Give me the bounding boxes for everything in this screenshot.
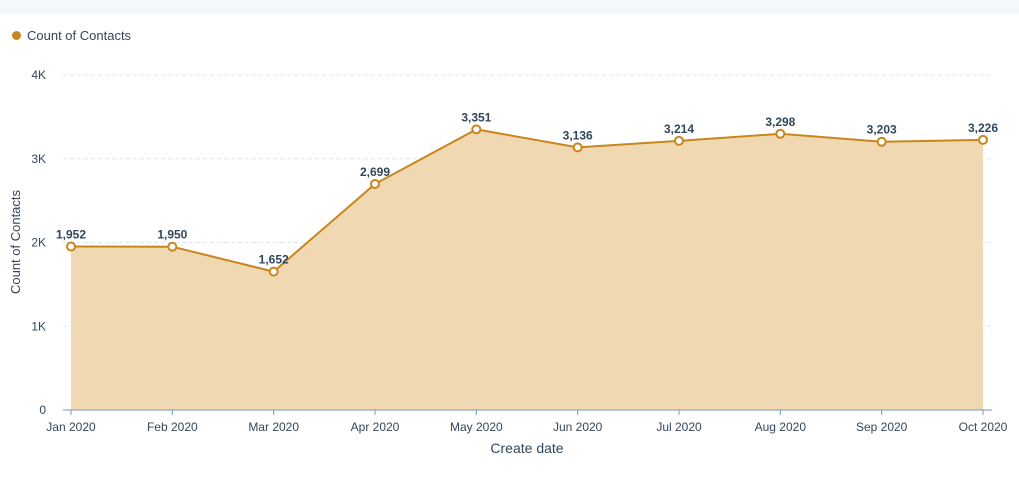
y-tick-label: 1K [31, 319, 46, 333]
x-tick-label: Mar 2020 [248, 420, 299, 434]
x-tick-label: Jul 2020 [656, 420, 702, 434]
x-tick-label: Feb 2020 [147, 420, 198, 434]
data-label: 1,952 [56, 228, 86, 242]
x-tick-label: Aug 2020 [755, 420, 807, 434]
x-tick-label: Jan 2020 [46, 420, 96, 434]
data-label: 1,950 [157, 228, 187, 242]
y-axis-ticks: 0 1K 2K 3K 4K [31, 68, 46, 417]
chart-legend[interactable]: Count of Contacts [12, 28, 131, 43]
data-point[interactable] [978, 134, 988, 145]
y-tick-label: 3K [31, 152, 46, 166]
data-label: 1,652 [259, 253, 289, 267]
data-label: 3,351 [461, 110, 491, 124]
data-point[interactable] [674, 135, 684, 146]
data-point[interactable] [572, 142, 583, 153]
top-strip [0, 0, 1019, 14]
data-label: 3,203 [867, 123, 897, 137]
x-tick-label: Sep 2020 [856, 420, 908, 434]
data-point[interactable] [167, 241, 178, 252]
y-tick-label: 0 [39, 403, 46, 417]
data-labels: 1,952 1,950 1,652 2,699 3,351 3,136 3,214 3,298… [56, 110, 998, 266]
data-point[interactable] [876, 136, 887, 147]
data-point[interactable] [268, 266, 279, 277]
y-axis-title: Count of Contacts [8, 189, 23, 294]
data-label: 2,699 [360, 165, 390, 179]
data-label: 3,214 [664, 122, 694, 136]
data-label: 3,136 [563, 128, 593, 142]
legend-label: Count of Contacts [27, 28, 132, 43]
x-axis-title: Create date [490, 440, 563, 456]
y-tick-label: 4K [31, 68, 46, 82]
x-tick-label: May 2020 [450, 420, 503, 434]
data-points [66, 124, 988, 277]
x-tick-label: Jun 2020 [553, 420, 603, 434]
series-line [70, 128, 984, 273]
data-label: 3,298 [765, 115, 795, 129]
y-tick-label: 2K [31, 236, 46, 250]
data-point[interactable] [471, 124, 482, 135]
x-axis-ticks: Jan 2020 Feb 2020 Mar 2020 Apr 2020 May 2020… [46, 410, 1008, 434]
area-fill [71, 129, 983, 410]
data-point[interactable] [370, 178, 380, 189]
data-label: 3,226 [968, 121, 998, 135]
x-tick-label: Oct 2020 [959, 420, 1008, 434]
x-tick-label: Apr 2020 [351, 420, 400, 434]
legend-marker [12, 31, 21, 40]
data-point[interactable] [66, 241, 76, 252]
data-point[interactable] [775, 128, 786, 139]
